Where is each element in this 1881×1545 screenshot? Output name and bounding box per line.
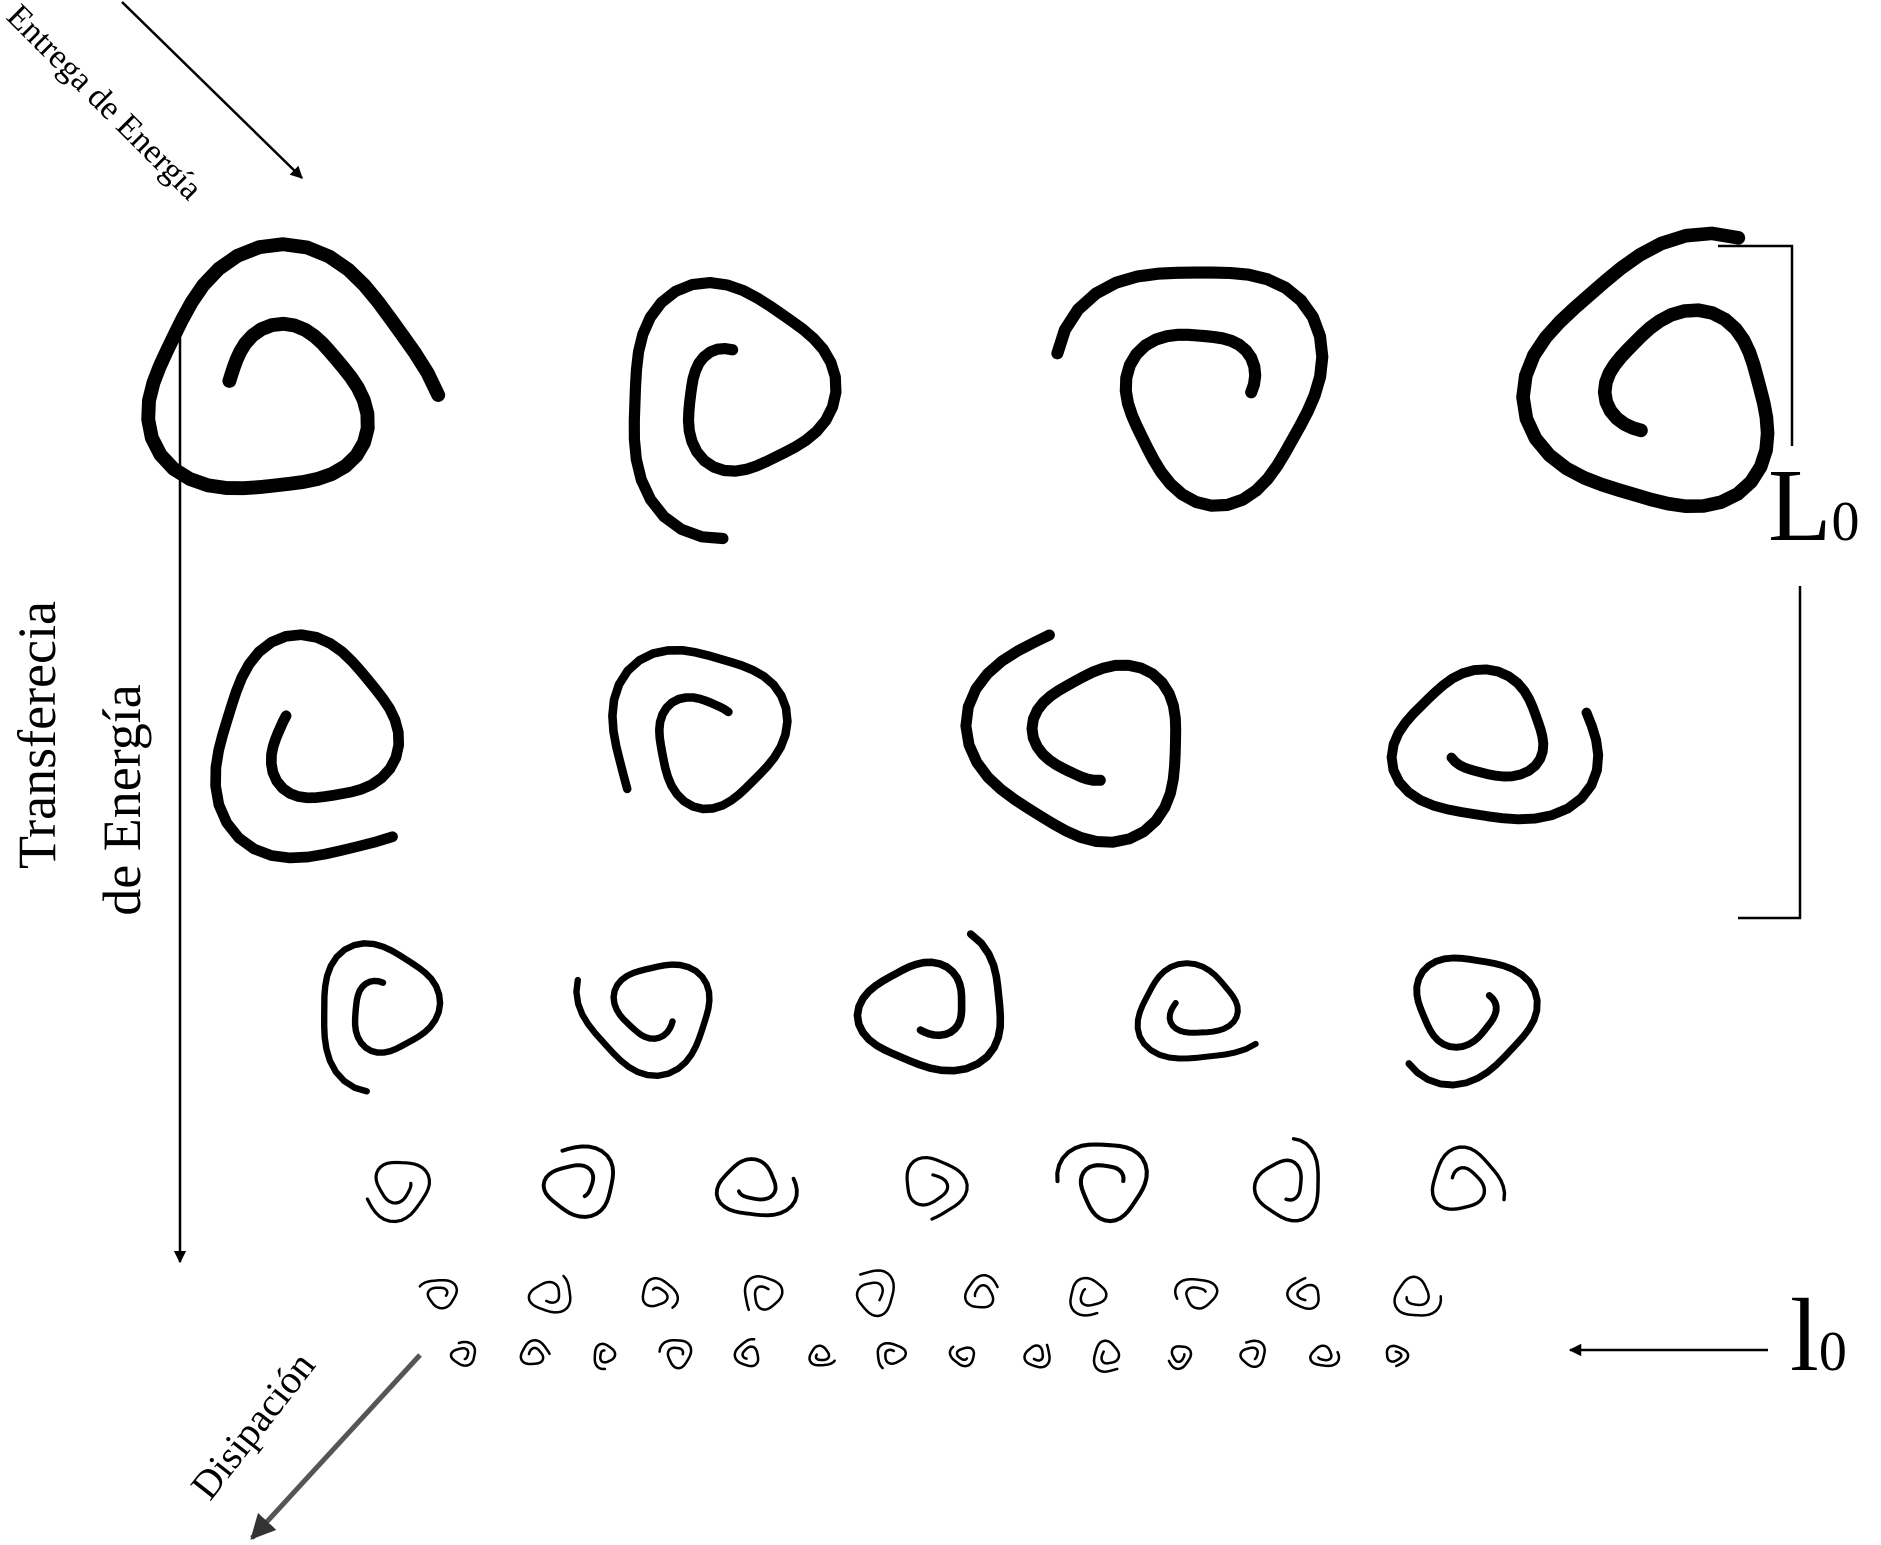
eddy (449, 1340, 477, 1367)
eddy (321, 940, 444, 1095)
eddy (641, 1277, 680, 1309)
eddy (905, 1156, 969, 1221)
eddy (527, 1274, 572, 1314)
eddy (365, 1160, 431, 1224)
eddy (573, 961, 713, 1079)
eddy (593, 1342, 617, 1371)
large-scale-label: L0 (1768, 448, 1860, 563)
eddy (519, 1339, 551, 1366)
eddy (1055, 1142, 1149, 1224)
small-scale-label: l0 (1790, 1278, 1847, 1393)
eddy (714, 1157, 799, 1218)
eddy (876, 1341, 908, 1370)
eddy (963, 1274, 999, 1309)
eddy (1174, 1277, 1219, 1310)
energy-input-label: Entrega de Energía (0, 0, 209, 207)
eddy (1516, 226, 1775, 513)
eddy (210, 629, 405, 864)
eddy (1051, 266, 1329, 512)
eddy (1309, 1344, 1341, 1368)
eddy (743, 1275, 784, 1312)
eddy (418, 1278, 459, 1310)
energy-input-arrow (121, 1, 303, 179)
eddy (1405, 954, 1541, 1089)
dissipation-arrow (250, 1353, 422, 1540)
eddy (1023, 1343, 1051, 1369)
eddy (1385, 1344, 1410, 1368)
eddy-cascade (141, 226, 1775, 1373)
eddy (1286, 1276, 1320, 1311)
energy-transfer-label-line2: de Energía (92, 684, 152, 915)
eddy (1430, 1145, 1507, 1211)
eddy (1386, 664, 1604, 825)
eddy (960, 629, 1182, 848)
eddy (608, 646, 792, 814)
eddy (628, 277, 842, 545)
eddy (1167, 1345, 1193, 1371)
eddy (141, 237, 446, 496)
eddy (1134, 960, 1259, 1062)
energy-transfer-label-line1: Transferecia (7, 601, 67, 869)
eddy (1239, 1339, 1266, 1369)
eddy (855, 1269, 895, 1318)
eddy (733, 1337, 760, 1368)
eddy (1092, 1339, 1121, 1373)
eddy (948, 1345, 976, 1368)
eddy (658, 1339, 693, 1370)
eddy (1069, 1276, 1108, 1317)
eddy (1393, 1275, 1443, 1317)
eddy (853, 930, 1005, 1075)
eddy (808, 1344, 836, 1367)
eddy (1252, 1137, 1320, 1223)
large-scale-bracket (1718, 244, 1802, 920)
eddy (541, 1144, 616, 1219)
